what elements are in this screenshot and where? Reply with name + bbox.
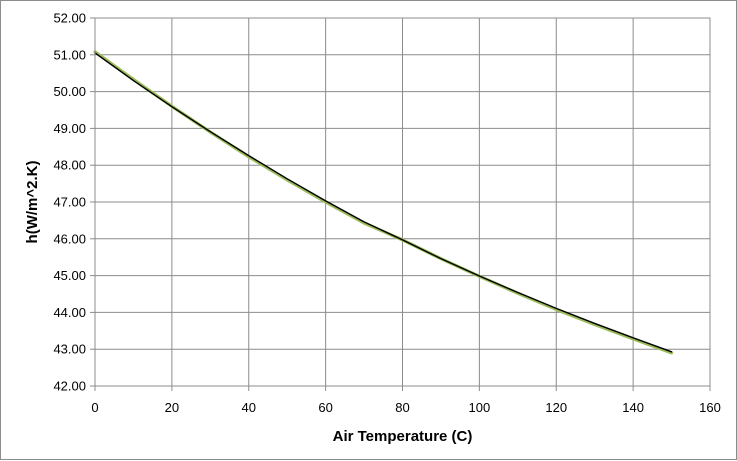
x-tick-label: 160 xyxy=(699,400,721,415)
plot-area-border xyxy=(94,17,711,387)
gridlines xyxy=(90,17,711,391)
y-tick-label: 49.00 xyxy=(53,121,86,136)
y-tick-label: 52.00 xyxy=(53,11,86,26)
x-tick-label: 0 xyxy=(91,400,98,415)
y-axis-title: h(W/m^2.K) xyxy=(24,161,41,244)
series-lines xyxy=(93,50,674,355)
y-tick-label: 44.00 xyxy=(53,305,86,320)
tick-labels: 42.00 43.00 44.00 45.00 46.00 47.00 48.00 49.00… xyxy=(53,11,720,416)
y-tick-label: 46.00 xyxy=(53,231,86,246)
y-tick-label: 48.00 xyxy=(53,158,86,173)
x-tick-label: 60 xyxy=(318,400,332,415)
y-tick-label: 47.00 xyxy=(53,195,86,210)
y-tick-label: 42.00 xyxy=(53,379,86,394)
series-line-1 xyxy=(94,52,673,353)
x-tick-label: 140 xyxy=(622,400,644,415)
x-axis-title: Air Temperature (C) xyxy=(333,428,473,445)
y-tick-label: 43.00 xyxy=(53,342,86,357)
y-tick-label: 50.00 xyxy=(53,84,86,99)
y-tick-label: 51.00 xyxy=(53,47,86,62)
x-tick-label: 40 xyxy=(242,400,256,415)
x-tick-label: 80 xyxy=(395,400,409,415)
x-tick-label: 120 xyxy=(545,400,567,415)
x-tick-label: 20 xyxy=(165,400,179,415)
y-tick-label: 45.00 xyxy=(53,268,86,283)
x-tick-label: 100 xyxy=(469,400,491,415)
